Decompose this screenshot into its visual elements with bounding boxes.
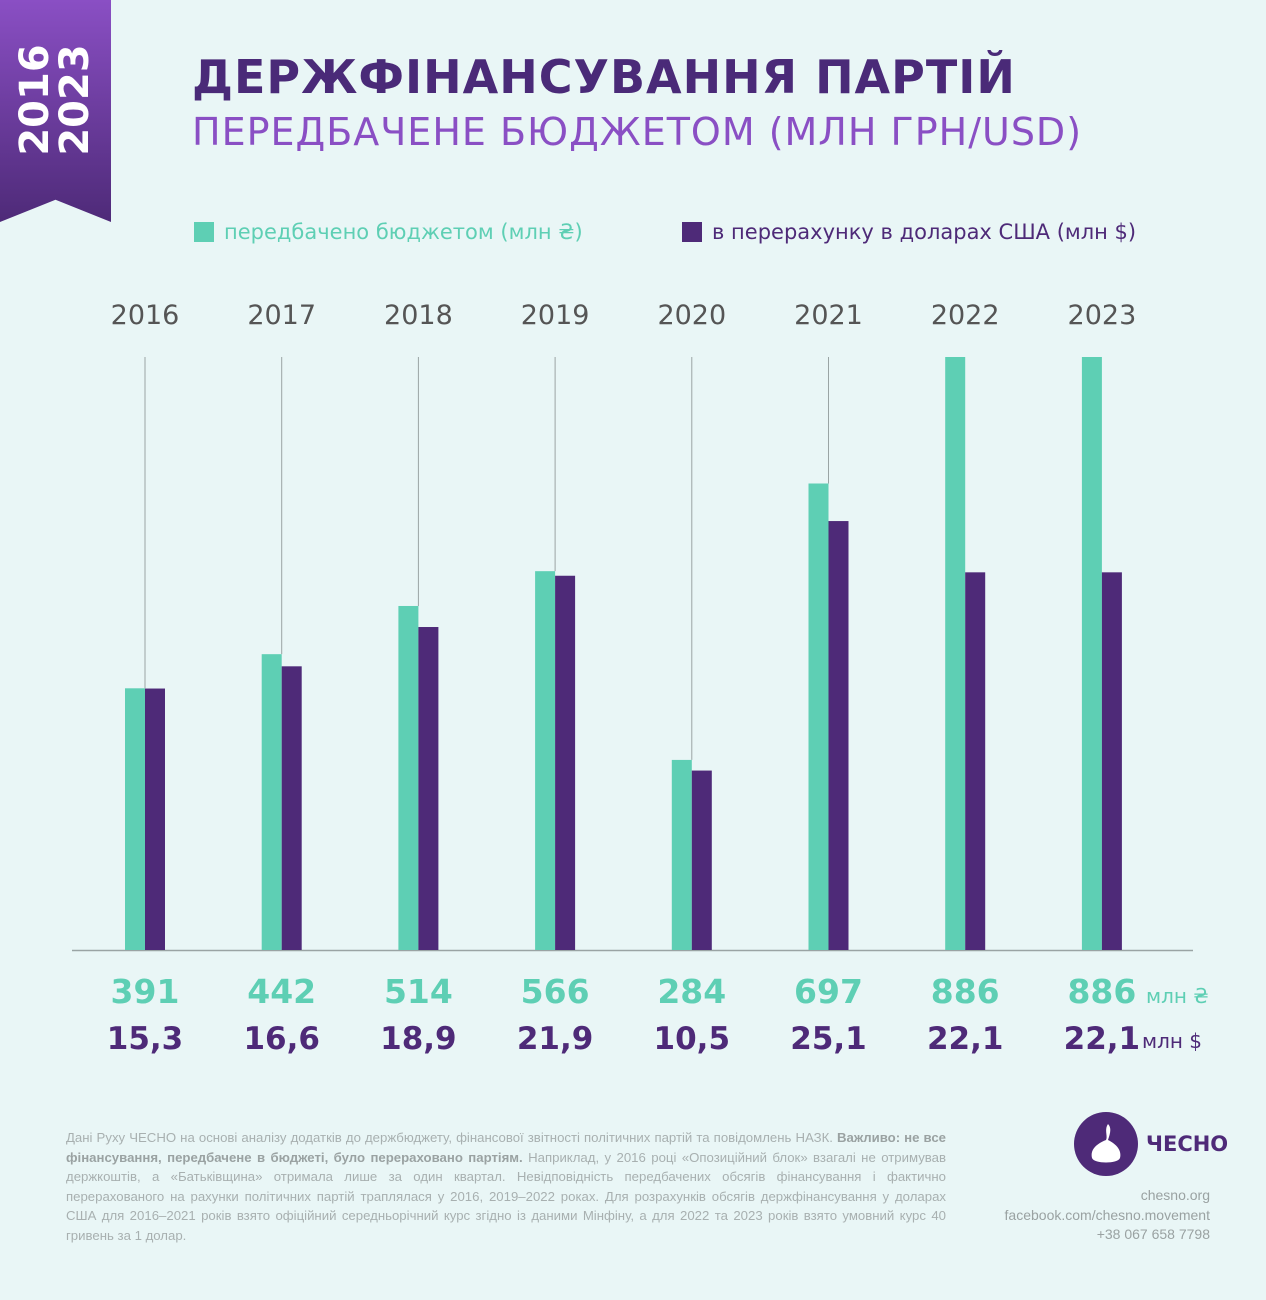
website: chesno.org xyxy=(1140,1187,1210,1203)
value-label-uah: 886 xyxy=(931,972,1000,1011)
bar-usd xyxy=(281,666,302,950)
value-label-usd: 10,5 xyxy=(654,1021,731,1057)
bar-uah xyxy=(1081,357,1102,950)
value-label-uah: 566 xyxy=(521,972,590,1011)
page-title: ДЕРЖФІНАНСУВАННЯ ПАРТІЙ xyxy=(192,50,1016,104)
bar-uah xyxy=(945,357,966,950)
bar-usd xyxy=(828,521,849,950)
value-label-usd: 22,1 xyxy=(927,1021,1004,1057)
year-label: 2018 xyxy=(384,300,453,331)
bar-usd xyxy=(555,575,576,950)
bar-chart: 2016 391 15,3 2017 442 16,6 2018 514 18,9 2019 566… xyxy=(72,300,1209,1057)
year-label: 2020 xyxy=(657,300,726,331)
phone: +38 067 658 7798 xyxy=(1096,1226,1210,1242)
legend-uah: передбачено бюджетом (млн ₴) xyxy=(194,220,583,244)
year-label: 2023 xyxy=(1068,300,1137,331)
legend-label-uah: передбачено бюджетом (млн ₴) xyxy=(224,220,583,244)
bar-uah xyxy=(261,654,282,950)
value-label-uah: 514 xyxy=(384,972,453,1011)
value-label-usd: 21,9 xyxy=(517,1021,594,1057)
bar-uah xyxy=(398,605,419,950)
bar-usd xyxy=(145,688,165,950)
facebook: facebook.com/chesno.movement xyxy=(1004,1206,1210,1223)
garlic-icon xyxy=(1074,1112,1138,1176)
bar-uah xyxy=(125,688,145,950)
year-label: 2017 xyxy=(247,300,316,331)
value-label-uah: 442 xyxy=(247,972,316,1011)
bar-uah xyxy=(535,571,556,950)
chesno-logo: ЧЕСНО xyxy=(1074,1112,1228,1176)
value-label-usd: 18,9 xyxy=(380,1021,457,1057)
value-label-usd: 16,6 xyxy=(243,1021,320,1057)
legend-usd: в перерахунку в доларах США (млн $) xyxy=(682,220,1136,244)
value-label-uah: 886 xyxy=(1067,972,1136,1011)
value-label-usd: 15,3 xyxy=(107,1021,184,1057)
value-label-uah: 284 xyxy=(657,972,726,1011)
footnote: Дані Руху ЧЕСНО на основі аналізу додатк… xyxy=(66,1130,946,1243)
value-label-uah: 697 xyxy=(794,972,863,1011)
bar-usd xyxy=(418,627,439,950)
value-label-uah: 391 xyxy=(111,972,180,1011)
bar-usd xyxy=(691,770,712,950)
bar-uah xyxy=(671,759,692,950)
unit-label-usd: млн $ xyxy=(1142,1029,1202,1053)
year-label: 2016 xyxy=(111,300,180,331)
bar-usd xyxy=(965,572,986,950)
year-label: 2021 xyxy=(794,300,863,331)
legend-swatch-usd xyxy=(682,222,702,242)
legend-label-usd: в перерахунку в доларах США (млн $) xyxy=(712,220,1137,244)
legend-swatch-uah xyxy=(194,222,214,242)
bar-usd xyxy=(1101,572,1122,950)
contact-info: chesno.org facebook.com/chesno.movement … xyxy=(1005,1186,1210,1245)
value-label-usd: 25,1 xyxy=(790,1021,867,1057)
bar-uah xyxy=(808,483,829,950)
year-label: 2019 xyxy=(521,300,590,331)
year-label: 2022 xyxy=(931,300,1000,331)
year-ribbon: 2016 2023 xyxy=(0,0,111,222)
unit-label-uah: млн ₴ xyxy=(1146,984,1209,1008)
page-subtitle: ПЕРЕДБАЧЕНЕ БЮДЖЕТОМ (МЛН ГРН/USD) xyxy=(192,110,1083,154)
value-label-usd: 22,1 xyxy=(1064,1021,1141,1057)
